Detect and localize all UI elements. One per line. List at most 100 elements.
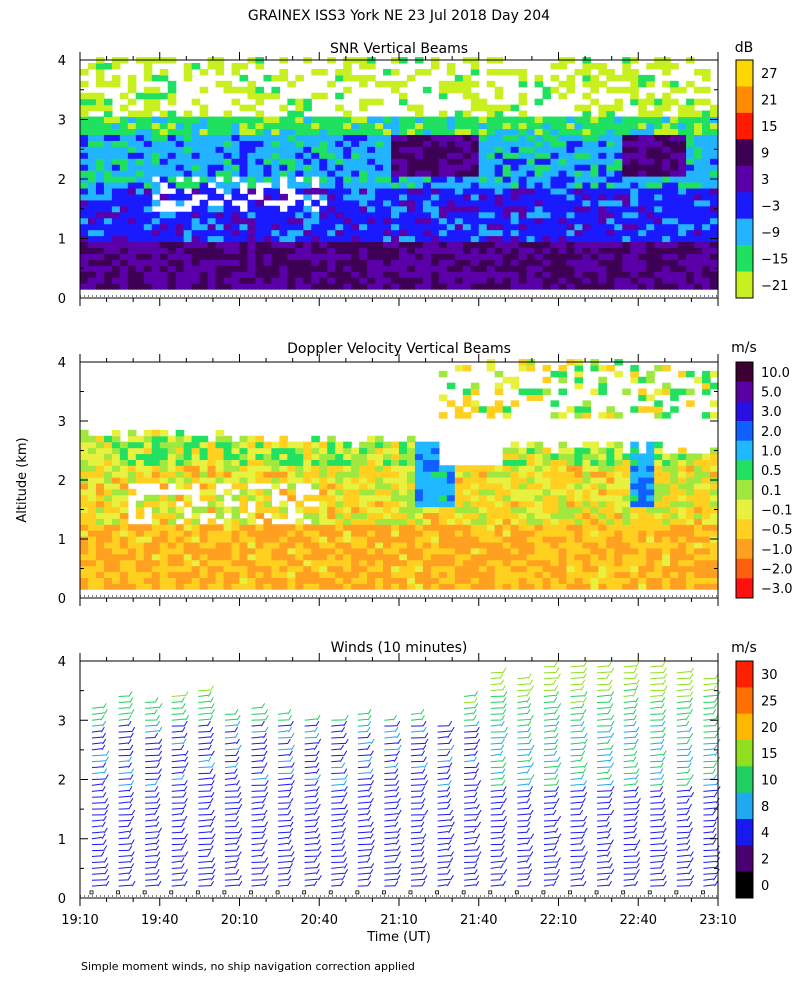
doppler-cell [582, 577, 591, 584]
doppler-cell [582, 447, 591, 455]
doppler-cell [438, 477, 448, 484]
snr-cell [622, 247, 631, 254]
doppler-cell [239, 524, 249, 531]
doppler-cell [534, 524, 544, 531]
snr-cell [518, 271, 528, 278]
snr-cell [638, 211, 647, 219]
snr-cell [335, 68, 344, 76]
doppler-cell [462, 471, 472, 478]
snr-cell [159, 217, 169, 225]
snr-cell [239, 265, 249, 272]
doppler-cell [303, 506, 312, 514]
snr-cell [343, 229, 352, 237]
doppler-cell [686, 541, 695, 549]
doppler-cell [175, 447, 185, 455]
snr-cell [590, 80, 599, 88]
snr-cell [255, 116, 265, 124]
snr-cell [143, 277, 153, 284]
doppler-cell [223, 547, 233, 555]
doppler-cell [558, 494, 568, 502]
snr-cell [167, 253, 177, 260]
snr-cell [494, 229, 504, 237]
wind-barb-flag [129, 732, 134, 739]
doppler-cell [678, 459, 687, 466]
doppler-cell [335, 453, 344, 460]
doppler-cell [151, 524, 161, 531]
snr-cell [582, 277, 591, 284]
doppler-cell [391, 477, 400, 484]
y-tick-label: 4 [58, 356, 66, 371]
doppler-cell [143, 447, 153, 455]
doppler-cell [598, 541, 607, 549]
snr-cell [526, 176, 536, 183]
snr-cell [103, 217, 113, 225]
snr-cell [311, 152, 320, 159]
doppler-cell [582, 536, 591, 543]
snr-cell [271, 152, 280, 159]
doppler-cell [119, 536, 129, 543]
snr-cell [263, 116, 272, 124]
snr-cell [582, 170, 591, 177]
doppler-cell [446, 536, 456, 543]
snr-cell [518, 98, 528, 106]
doppler-cell [694, 577, 703, 584]
doppler-cell [406, 524, 416, 531]
snr-cell [606, 241, 615, 249]
doppler-cell [391, 518, 400, 525]
doppler-cell [87, 571, 97, 578]
snr-cell [582, 68, 591, 76]
snr-cell [295, 235, 304, 243]
doppler-cell [279, 571, 288, 578]
snr-cell [662, 205, 671, 213]
wind-barb-staff [118, 819, 131, 822]
snr-cell [678, 247, 687, 254]
snr-cell [630, 265, 639, 272]
doppler-cell [207, 518, 217, 525]
doppler-cell [383, 536, 392, 543]
doppler-cell [367, 453, 376, 460]
doppler-cell [359, 482, 368, 490]
snr-cell [430, 193, 440, 201]
snr-cell [399, 265, 408, 272]
doppler-cell [454, 465, 464, 472]
doppler-cell [399, 506, 408, 514]
snr-cell [119, 152, 129, 159]
snr-cell [327, 283, 336, 290]
doppler-cell [406, 577, 416, 584]
doppler-cell [478, 465, 488, 472]
snr-cell [279, 128, 288, 135]
snr-cell [550, 193, 560, 201]
doppler-cell [438, 518, 448, 525]
snr-cell [231, 164, 241, 171]
snr-cell [550, 134, 560, 141]
doppler-cell [614, 441, 623, 449]
doppler-cell [239, 459, 249, 466]
snr-cell [590, 134, 599, 141]
doppler-cell [534, 506, 544, 514]
snr-cell [614, 170, 623, 177]
snr-cell [462, 92, 472, 100]
doppler-cell [478, 488, 488, 496]
doppler-cell [215, 541, 225, 549]
snr-cell [686, 158, 695, 165]
doppler-cell [303, 565, 312, 573]
colorbar-swatch [736, 192, 753, 220]
snr-cell [598, 223, 607, 231]
snr-cell [167, 116, 177, 124]
snr-cell [95, 229, 105, 237]
doppler-cell [271, 541, 280, 549]
snr-cell [183, 176, 193, 183]
snr-cell [111, 193, 121, 201]
snr-cell [143, 253, 153, 260]
wind-barb-flag [158, 768, 162, 774]
doppler-cell [247, 494, 257, 502]
doppler-cell [534, 453, 544, 460]
snr-cell [518, 211, 528, 219]
snr-cell [478, 217, 488, 225]
snr-cell [103, 223, 113, 231]
snr-cell [191, 146, 201, 153]
doppler-cell [542, 465, 552, 472]
snr-cell [534, 217, 544, 225]
doppler-cell [367, 447, 376, 455]
doppler-cell [654, 494, 663, 502]
